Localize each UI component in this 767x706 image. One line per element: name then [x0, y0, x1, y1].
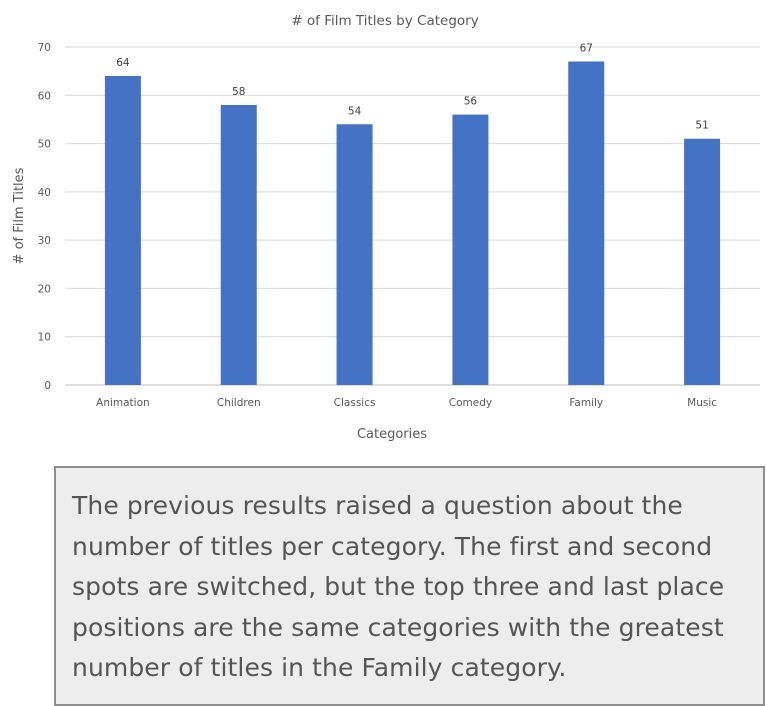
x-tick-label: Music	[687, 397, 717, 409]
gridlines	[65, 46, 760, 386]
y-tick-label: 50	[38, 139, 51, 151]
bar-comedy	[452, 114, 489, 385]
x-tick-label: Family	[569, 397, 603, 409]
commentary-text: The previous results raised a question a…	[72, 491, 725, 682]
data-label: 56	[464, 96, 478, 108]
x-axis-ticks: Animation Children Classics Comedy Family Mus…	[96, 397, 717, 409]
bars	[104, 61, 721, 385]
bar-animation	[104, 75, 141, 385]
bar-children	[220, 104, 257, 385]
y-tick-label: 10	[38, 332, 51, 344]
chart-title: # of Film Titles by Category	[291, 13, 478, 29]
x-axis-title: Categories	[357, 427, 427, 442]
y-axis-title: # of Film Titles	[12, 167, 27, 264]
bar-classics	[336, 124, 373, 385]
y-tick-label: 70	[38, 42, 51, 54]
x-tick-label: Animation	[96, 397, 150, 409]
data-label: 67	[580, 42, 593, 54]
y-tick-label: 0	[44, 380, 51, 392]
x-tick-label: Classics	[334, 397, 376, 409]
y-tick-label: 30	[38, 235, 51, 247]
y-tick-label: 60	[38, 90, 51, 102]
data-label: 58	[232, 86, 245, 98]
data-label: 51	[695, 120, 708, 132]
y-tick-label: 20	[38, 283, 51, 295]
y-axis-ticks: 0 10 20 30 40 50 60 70	[38, 42, 51, 392]
x-tick-label: Comedy	[449, 397, 492, 409]
data-label: 64	[116, 57, 130, 69]
data-labels: 64 58 54 56 67 51	[116, 42, 709, 131]
commentary-box: The previous results raised a question a…	[54, 466, 765, 706]
data-label: 54	[348, 105, 362, 117]
bar-music	[684, 138, 721, 385]
bar-chart: # of Film Titles by Category 0 10 20 30 40 50…	[12, 13, 760, 442]
y-tick-label: 40	[38, 187, 51, 199]
bar-family	[568, 61, 605, 385]
x-tick-label: Children	[217, 397, 261, 409]
